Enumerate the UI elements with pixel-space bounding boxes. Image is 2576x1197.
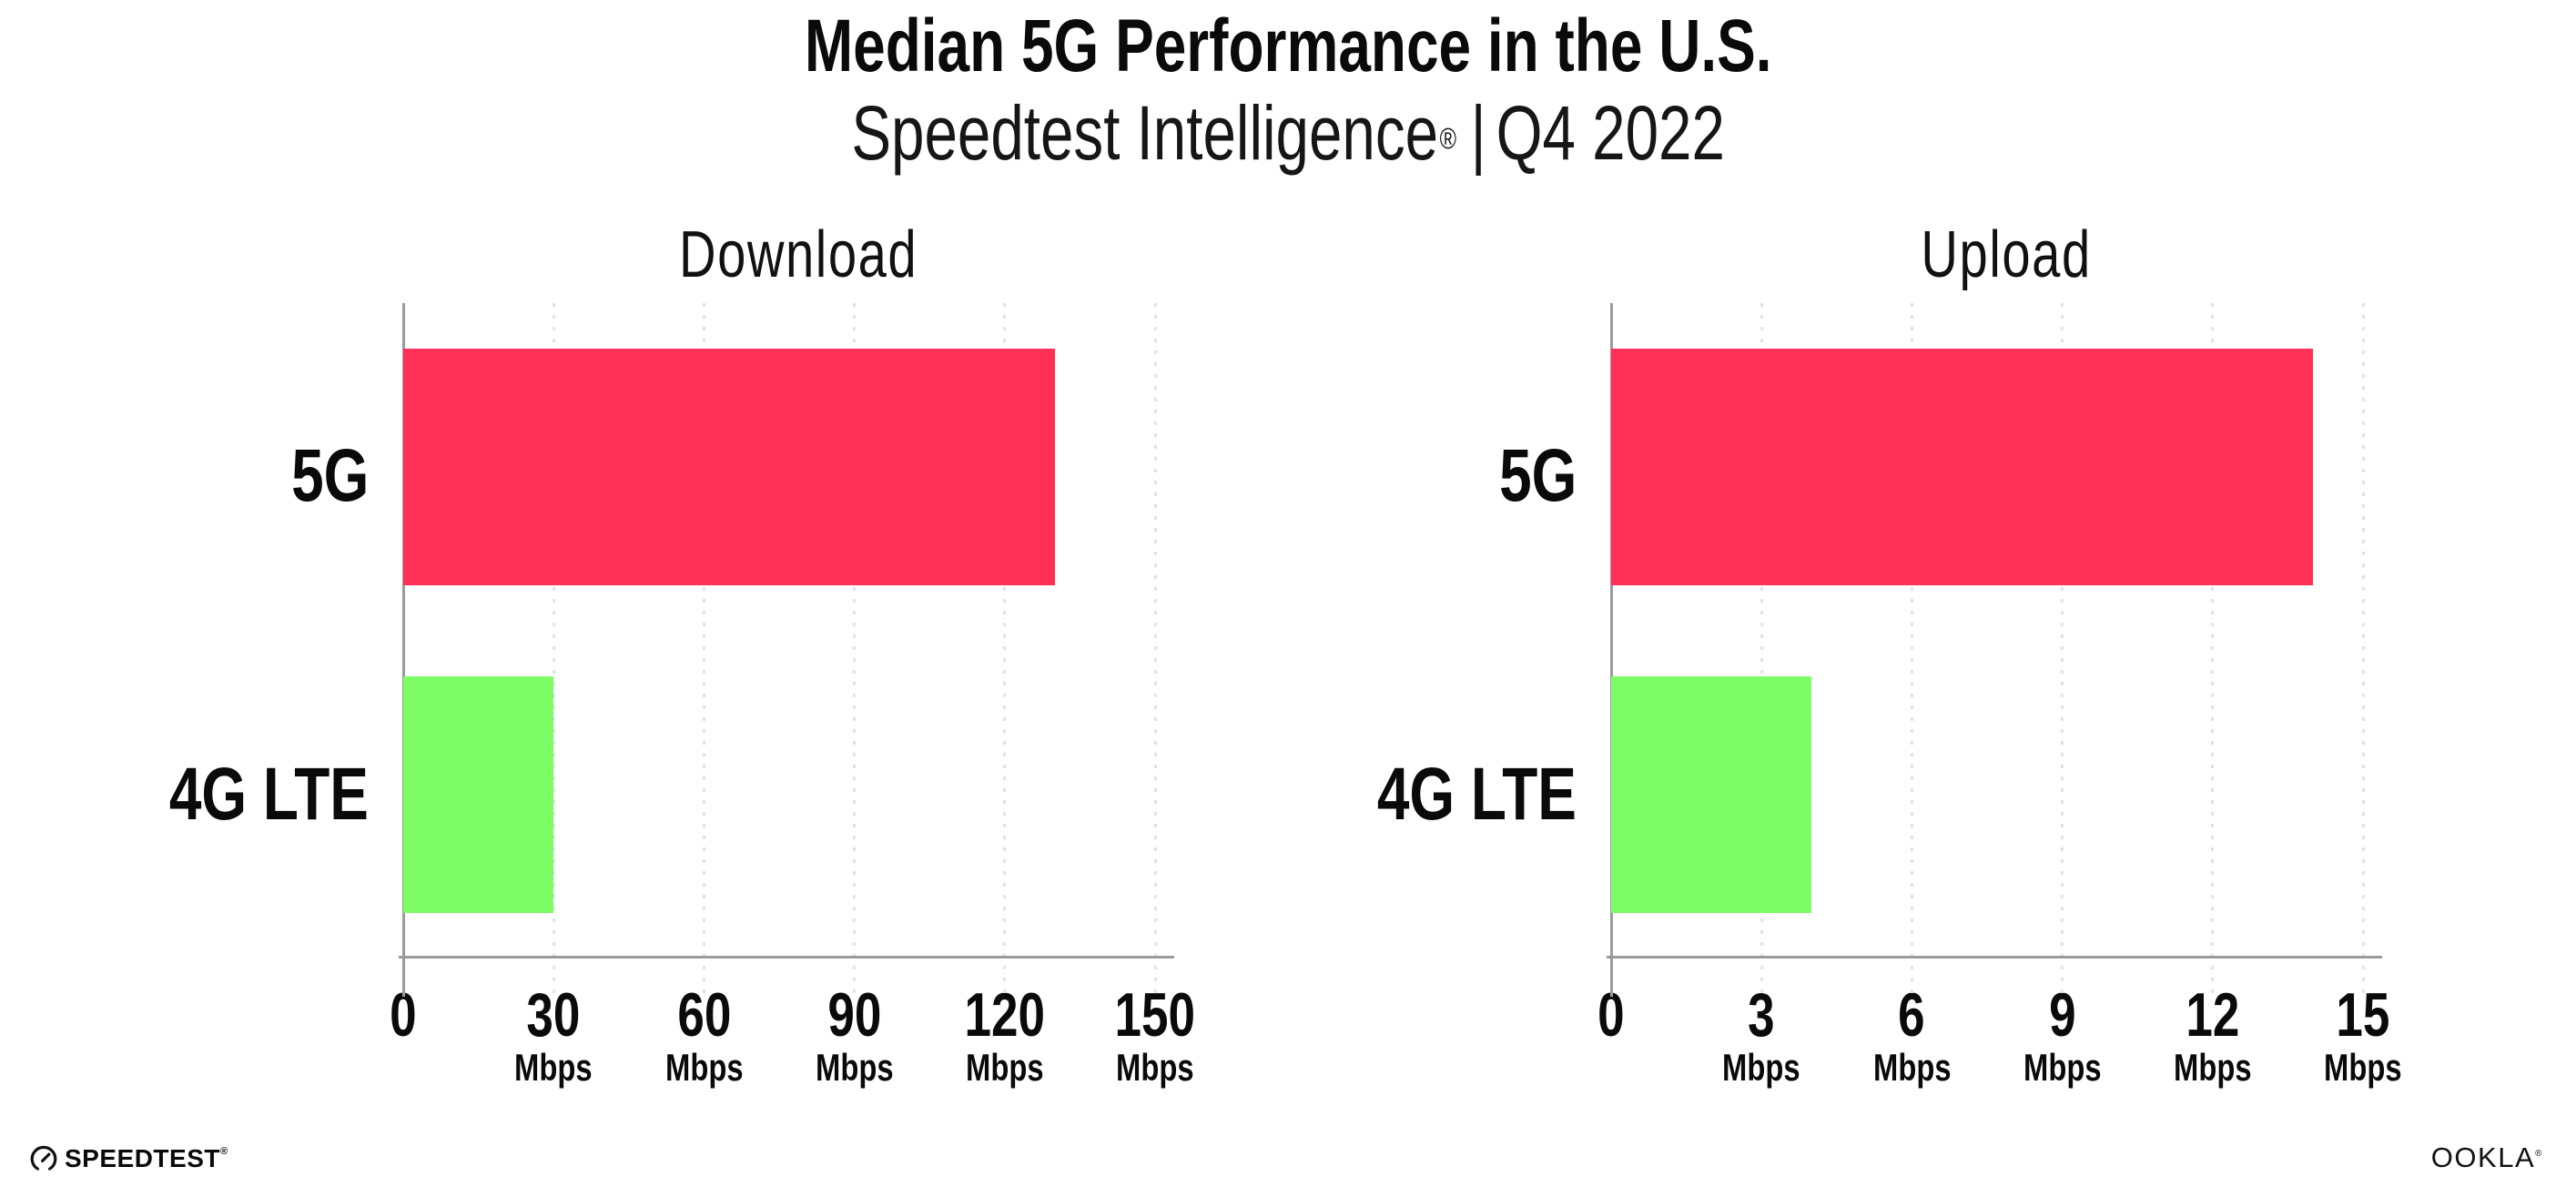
speedtest-gauge-icon xyxy=(30,1145,57,1171)
gridline xyxy=(1760,303,1763,997)
category-label-4g-lte: 4G LTE xyxy=(1276,757,1577,832)
chart-upload: Upload 0 3 Mbps 6 Mbps 9 Mbps 12 Mbps 15 Mbps 5G 4G L… xyxy=(1377,209,2402,1120)
tick-unit-text: Mbps xyxy=(2324,1046,2402,1089)
page-title: Median 5G Performance in the U.S. xyxy=(0,9,2576,84)
subtitle-brand: Speedtest Intelligence xyxy=(851,90,1438,176)
tick-unit-text: Mbps xyxy=(1722,1046,1800,1089)
tick-unit-text: Mbps xyxy=(514,1046,593,1089)
tick-unit-label: Mbps xyxy=(1652,1049,1871,1087)
tick-unit-text: Mbps xyxy=(2023,1046,2102,1089)
y-axis-line xyxy=(402,303,405,997)
category-label-4g-lte: 4G LTE xyxy=(68,757,369,832)
page-subtitle: Speedtest Intelligence® | Q4 2022 xyxy=(0,95,2576,171)
gridline xyxy=(2061,303,2064,997)
category-label-text: 5G xyxy=(1498,434,1577,517)
chart-title-text: Upload xyxy=(1921,218,2092,291)
speedtest-logo: SPEEDTEST® xyxy=(30,1143,228,1174)
chart-title-text: Download xyxy=(678,218,918,291)
tick-unit-label: Mbps xyxy=(1953,1049,2172,1087)
gridline xyxy=(1910,303,1913,997)
category-label-text: 4G LTE xyxy=(168,753,369,836)
bar-4g-lte-download xyxy=(403,676,554,913)
x-axis-line xyxy=(1607,956,2382,959)
ookla-wordmark: OOKLA® xyxy=(2430,1141,2543,1173)
x-axis-line xyxy=(399,956,1174,959)
page-title-text: Median 5G Performance in the U.S. xyxy=(804,5,1772,87)
tick-unit-text: Mbps xyxy=(2174,1046,2252,1089)
bar-5g-download xyxy=(403,349,1055,585)
chart-title-upload: Upload xyxy=(1611,222,2401,288)
category-label-text: 4G LTE xyxy=(1376,753,1577,836)
tick-unit-text: Mbps xyxy=(664,1046,744,1089)
chart-title-download: Download xyxy=(403,222,1193,288)
category-label-5g: 5G xyxy=(1276,439,1577,513)
plot-upload xyxy=(1607,303,2382,997)
y-axis-line xyxy=(1610,303,1613,997)
speedtest-registered-mark: ® xyxy=(219,1146,228,1157)
tick-unit-label: Mbps xyxy=(444,1049,663,1087)
gridline xyxy=(2361,303,2365,997)
tick-unit-text: Mbps xyxy=(1872,1046,1952,1089)
gridline xyxy=(1003,303,1007,997)
tick-unit-label: Mbps xyxy=(1802,1049,2021,1087)
tick-unit-label: Mbps xyxy=(594,1049,813,1087)
page-subtitle-text: Speedtest Intelligence® | Q4 2022 xyxy=(851,95,1725,171)
registered-mark: ® xyxy=(1439,122,1456,155)
gridline xyxy=(702,303,705,997)
gridline xyxy=(2211,303,2215,997)
category-label-5g: 5G xyxy=(68,439,369,513)
tick-unit-label: Mbps xyxy=(1046,1049,1264,1087)
plot-download xyxy=(399,303,1174,997)
tick-unit-text: Mbps xyxy=(966,1046,1044,1089)
tick-unit-label: Mbps xyxy=(2104,1049,2322,1087)
tick-unit-text: Mbps xyxy=(1116,1046,1194,1089)
bar-5g-upload xyxy=(1611,349,2313,585)
tick-unit-text: Mbps xyxy=(815,1046,894,1089)
tick-unit-label: Mbps xyxy=(2254,1049,2472,1087)
gridline xyxy=(552,303,555,997)
subtitle-period: Q4 2022 xyxy=(1496,90,1725,176)
ookla-registered-mark: ® xyxy=(2535,1149,2543,1159)
bar-4g-lte-upload xyxy=(1611,676,1812,913)
category-label-text: 5G xyxy=(290,434,369,517)
tick-unit-label: Mbps xyxy=(745,1049,964,1087)
subtitle-separator: | xyxy=(1470,90,1486,176)
tick-unit-label: Mbps xyxy=(896,1049,1114,1087)
ookla-logo: OOKLA® xyxy=(2430,1141,2543,1173)
chart-download: Download 0 30 Mbps 60 Mbps 90 Mbps 120 Mbps 150 Mbp… xyxy=(169,209,1195,1120)
gridline xyxy=(853,303,857,997)
gridline xyxy=(1153,303,1157,997)
speedtest-wordmark: SPEEDTEST® xyxy=(65,1144,228,1172)
